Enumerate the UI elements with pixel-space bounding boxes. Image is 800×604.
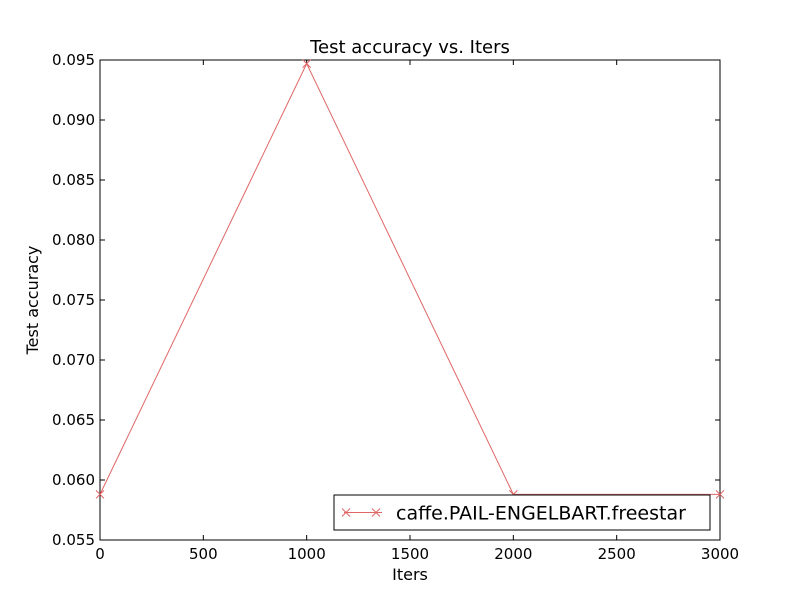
series-line [99,62,720,495]
y-tick-label: 0.085 [52,171,95,189]
legend: caffe.PAIL-ENGELBART.freestar [333,494,711,531]
y-tick-label: 0.070 [52,351,95,369]
y-tick-label: 0.080 [52,231,95,249]
y-tick-label: 0.090 [52,111,95,129]
x-tick-label: 0 [95,545,105,563]
data-point [95,490,105,499]
x-tick-label: 1000 [288,545,326,563]
x-tick-label: 3000 [701,545,739,563]
legend-marker-swatch [341,508,381,517]
y-tick-label: 0.065 [52,411,95,429]
y-tick-label: 0.060 [52,471,95,489]
plot-area: 0 500 1000 1500 2000 2500 3000 0.055 0.060 0.065 0… [52,51,739,563]
legend-box [333,494,711,531]
y-axis-label: Test accuracy [23,246,42,356]
x-axis-label: Iters [392,565,428,584]
y-tick-label: 0.075 [52,291,95,309]
data-point [715,490,725,499]
legend-label: caffe.PAIL-ENGELBART.freestar [396,503,686,525]
y-tick-label: 0.095 [52,51,95,69]
x-tick-label: 2000 [494,545,532,563]
x-tick-label: 500 [189,545,218,563]
y-tick-label: 0.055 [52,531,95,549]
x-tick-label: 2500 [598,545,636,563]
chart-title: Test accuracy vs. Iters [309,37,510,58]
x-tick-label: 1500 [391,545,429,563]
data-point [302,59,312,68]
